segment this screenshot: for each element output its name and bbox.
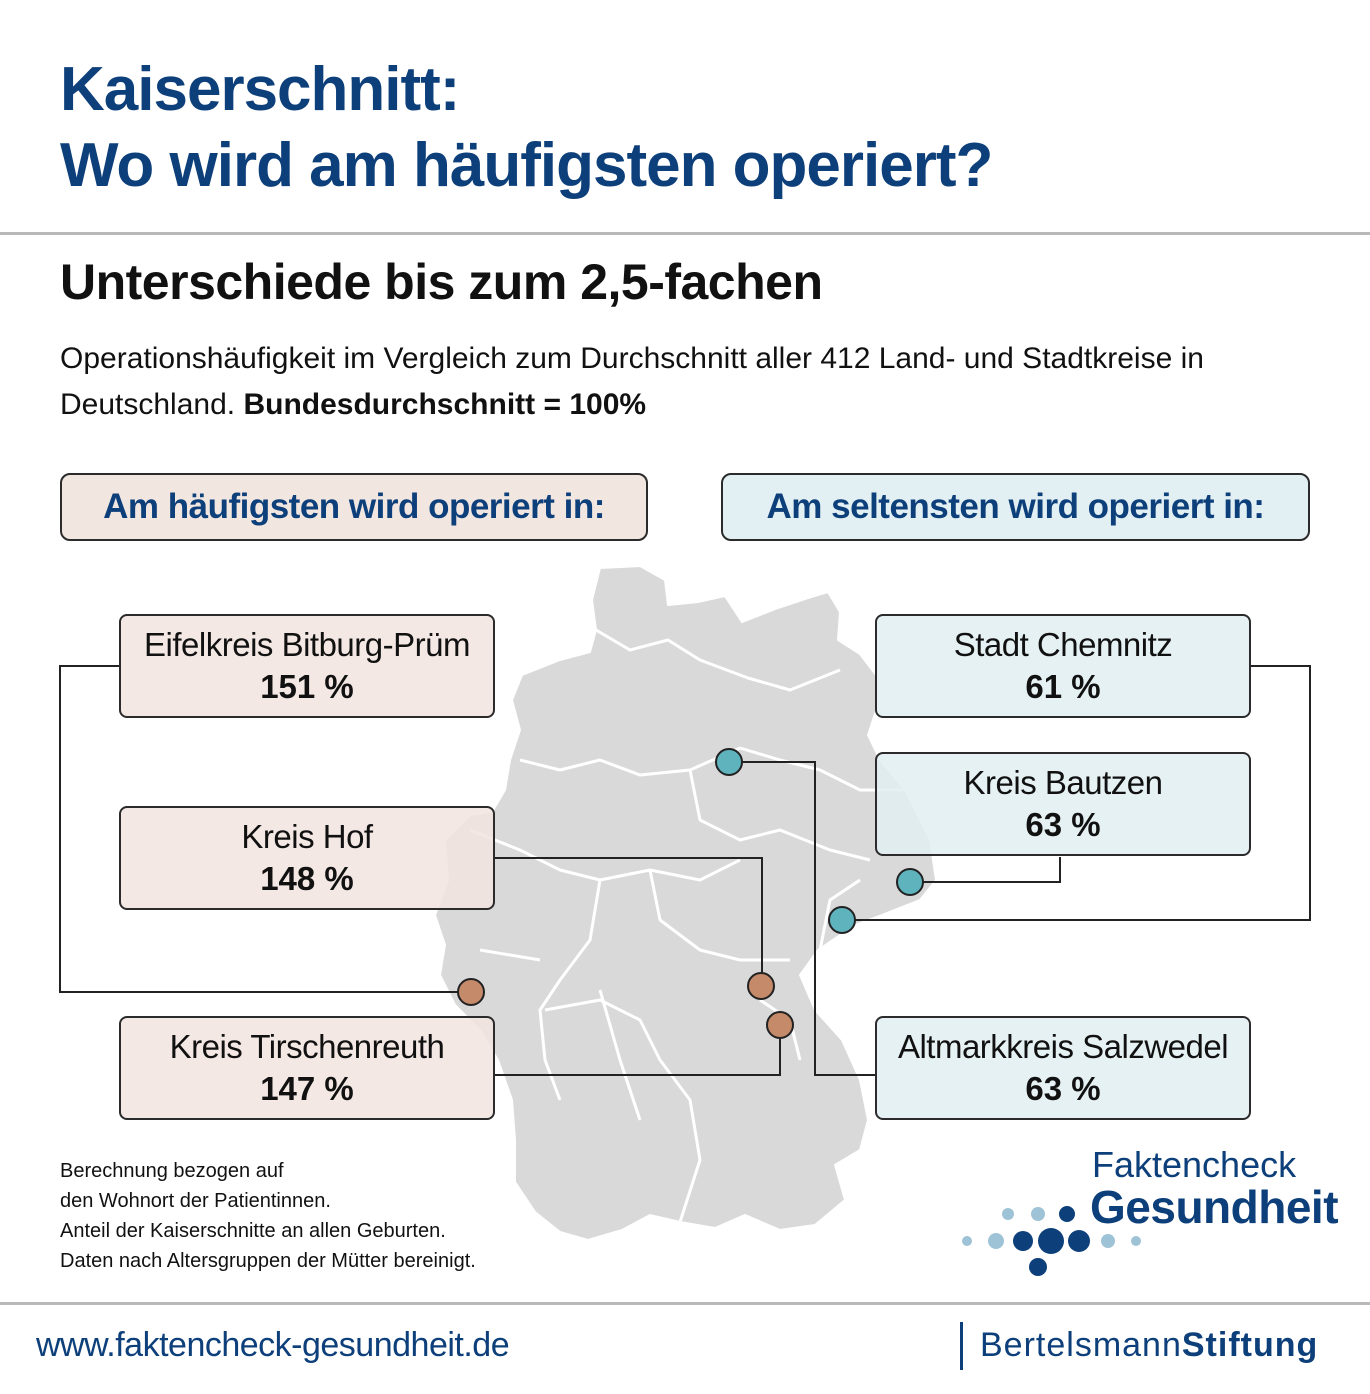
bertelsmann-logo: BertelsmannStiftung (980, 1326, 1318, 1365)
description-text: Operationshäufigkeit im Vergleich zum Du… (60, 342, 1204, 421)
footnote-line: Berechnung bezogen auf (60, 1160, 284, 1182)
card-kreis-hof: Kreis Hof 148 % (119, 806, 495, 910)
title-line-1: Kaiserschnitt: (60, 55, 460, 124)
footnote-line: Daten nach Altersgruppen der Mütter bere… (60, 1250, 476, 1272)
description: Operationshäufigkeit im Vergleich zum Du… (60, 336, 1320, 428)
card-kreis-tirschenreuth: Kreis Tirschenreuth 147 % (119, 1016, 495, 1120)
card-name: Altmarkkreis Salzwedel (897, 1028, 1229, 1065)
card-altmarkkreis-salzwedel: Altmarkkreis Salzwedel 63 % (875, 1016, 1251, 1120)
card-name: Stadt Chemnitz (953, 626, 1173, 663)
card-value: 63 % (1025, 806, 1101, 843)
card-name: Kreis Tirschenreuth (169, 1028, 445, 1065)
card-kreis-bautzen: Kreis Bautzen 63 % (875, 752, 1251, 856)
card-stadt-chemnitz: Stadt Chemnitz 61 % (875, 614, 1251, 718)
footnote-line: den Wohnort der Patientinnen. (60, 1190, 331, 1212)
card-bitburg-pruem: Eifelkreis Bitburg-Prüm 151 % (119, 614, 495, 718)
card-name: Eifelkreis Bitburg-Prüm (144, 626, 470, 663)
faktencheck-logo-line1: Faktencheck (1092, 1144, 1297, 1185)
map-shape (433, 564, 938, 1242)
faktencheck-logo-line2: Gesundheit (1090, 1181, 1339, 1233)
subtitle: Unterschiede bis zum 2,5-fachen (60, 254, 823, 310)
card-value: 61 % (1025, 668, 1101, 705)
description-bold: Bundesdurchschnitt = 100% (243, 388, 647, 421)
header-highest: Am häufigsten wird operiert in: (60, 473, 648, 541)
bertelsmann-logo-part1: Bertelsmann (980, 1326, 1182, 1364)
page-title: Kaiserschnitt: Wo wird am häufigsten ope… (60, 52, 993, 204)
card-value: 151 % (260, 668, 354, 705)
bertelsmann-logo-part2: Stiftung (1181, 1326, 1319, 1364)
state-borders (469, 628, 905, 1223)
faktencheck-dots-icon (962, 1206, 1141, 1276)
header-lowest: Am seltensten wird operiert in: (721, 473, 1310, 541)
website-link[interactable]: www.faktencheck-gesundheit.de (36, 1326, 510, 1364)
connector-lines (59, 665, 1311, 1076)
card-name: Kreis Bautzen (963, 764, 1163, 801)
footnote-line: Anteil der Kaiserschnitte an allen Gebur… (60, 1220, 446, 1242)
card-value: 148 % (260, 860, 354, 897)
title-line-2: Wo wird am häufigsten operiert? (60, 131, 993, 200)
footnote: Berechnung bezogen auf den Wohnort der P… (60, 1156, 580, 1276)
top-divider (0, 232, 1370, 235)
card-value: 147 % (260, 1070, 354, 1107)
card-name: Kreis Hof (241, 818, 373, 855)
logo-separator (960, 1322, 963, 1370)
bottom-divider (0, 1302, 1370, 1305)
card-value: 63 % (1025, 1070, 1101, 1107)
